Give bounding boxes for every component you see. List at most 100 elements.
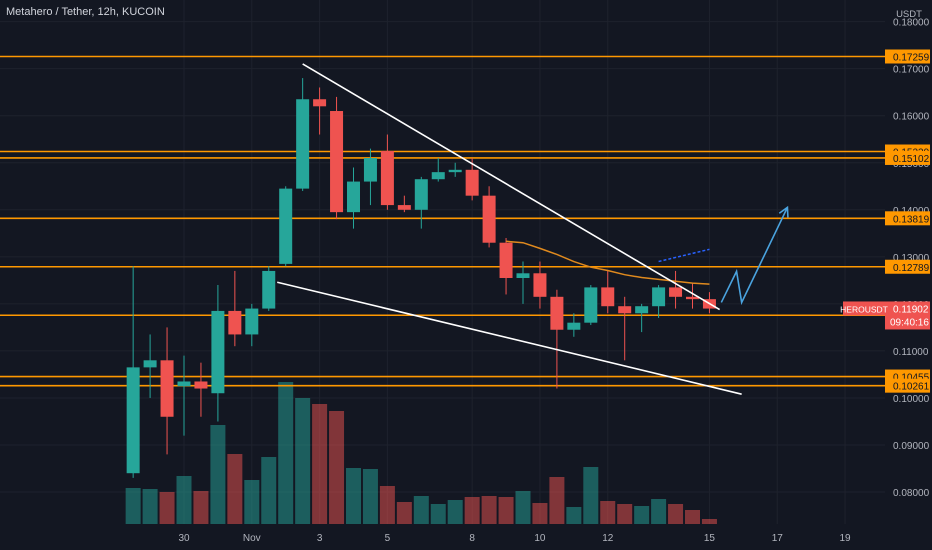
candle-body xyxy=(262,270,276,309)
level-badge-text: 0.17259 xyxy=(893,52,930,63)
candle-body xyxy=(228,310,242,335)
candle-body xyxy=(533,273,547,297)
candle[interactable] xyxy=(601,270,615,314)
volume-bar xyxy=(159,492,175,524)
candle[interactable] xyxy=(448,162,462,177)
level-badge-text: 0.13819 xyxy=(893,214,930,225)
symbol-badge: HEROUSDT xyxy=(840,301,888,316)
candle[interactable] xyxy=(143,334,157,398)
y-tick-label: 0.16000 xyxy=(893,112,930,123)
candle-body xyxy=(245,308,259,335)
candle-body xyxy=(211,310,225,394)
candle-body xyxy=(414,179,428,210)
candle[interactable] xyxy=(465,158,479,201)
candle[interactable] xyxy=(194,362,208,417)
volume-bar xyxy=(430,504,446,524)
candle[interactable] xyxy=(347,167,360,229)
volume-bar xyxy=(668,504,684,524)
candle[interactable] xyxy=(262,266,276,311)
candle[interactable] xyxy=(533,261,547,309)
candle-body xyxy=(618,306,632,314)
candle-body xyxy=(584,287,598,323)
candles-layer[interactable] xyxy=(126,78,716,478)
candle[interactable] xyxy=(126,266,140,478)
candle[interactable] xyxy=(652,285,666,318)
candle[interactable] xyxy=(313,87,327,135)
volume-bar xyxy=(600,501,616,524)
level-badge-text: 0.10261 xyxy=(893,382,930,393)
candle[interactable] xyxy=(584,285,598,326)
candle[interactable] xyxy=(160,327,174,455)
volume-bar xyxy=(176,476,192,524)
candle-body xyxy=(160,360,174,417)
volume-bar xyxy=(193,491,209,524)
x-tick-label: 19 xyxy=(839,533,851,544)
volume-bar xyxy=(583,467,599,524)
volume-bar xyxy=(346,468,361,524)
candle-body xyxy=(499,242,513,278)
time-axis[interactable]: 30 Nov 3 5 8 10 12 15 17 19 xyxy=(0,524,885,550)
symbol-badge-bg xyxy=(843,301,885,316)
candle[interactable] xyxy=(414,176,428,229)
candle[interactable] xyxy=(618,296,632,361)
candle[interactable] xyxy=(686,282,699,309)
candle[interactable] xyxy=(669,270,683,309)
current-price-bg xyxy=(885,301,930,330)
x-tick-label: 3 xyxy=(317,533,323,544)
candle-body xyxy=(686,296,699,300)
candle[interactable] xyxy=(279,186,293,267)
level-badge: 0.12789 xyxy=(885,259,930,274)
level-lines xyxy=(0,55,885,387)
candle-body xyxy=(194,381,208,389)
y-tick-label: 0.13000 xyxy=(893,253,930,264)
x-tick-label: 15 xyxy=(704,533,716,544)
candle[interactable] xyxy=(499,238,513,295)
upper-trendline xyxy=(302,63,721,311)
volume-bar xyxy=(261,457,277,524)
candle[interactable] xyxy=(228,270,242,347)
candle[interactable] xyxy=(567,313,581,337)
candle[interactable] xyxy=(397,195,411,213)
candle[interactable] xyxy=(550,289,564,389)
volume-bar xyxy=(413,496,429,524)
candle[interactable] xyxy=(482,186,496,248)
y-tick-label: 0.08000 xyxy=(893,488,930,499)
candle[interactable] xyxy=(380,134,394,210)
level-badge-bg xyxy=(885,150,930,165)
volume-layer xyxy=(125,382,717,524)
moving-average-line xyxy=(505,240,710,285)
candle[interactable] xyxy=(211,285,225,422)
candle[interactable] xyxy=(635,303,649,333)
x-tick-label: 10 xyxy=(534,533,546,544)
volume-bar xyxy=(362,469,378,524)
price-axis[interactable]: USDT0.180000.170000.160000.150000.140000… xyxy=(885,0,932,550)
candle[interactable] xyxy=(296,78,310,191)
x-tick-label: 12 xyxy=(602,533,614,544)
candle[interactable] xyxy=(245,303,259,347)
volume-bar xyxy=(498,497,514,524)
y-tick-label: 0.14000 xyxy=(893,206,930,217)
volume-bar xyxy=(651,499,667,524)
candle-body xyxy=(550,296,564,330)
volume-bar xyxy=(549,477,565,524)
candle[interactable] xyxy=(330,96,344,220)
candle[interactable] xyxy=(177,355,191,436)
y-tick-label: 0.09000 xyxy=(893,441,930,452)
volume-bar xyxy=(515,491,531,524)
volume-bar xyxy=(464,497,480,524)
symbol-badge-text: HEROUSDT xyxy=(840,304,888,314)
volume-bar xyxy=(617,504,633,524)
x-tick-label: 8 xyxy=(469,533,475,544)
volume-bar xyxy=(379,486,395,524)
candle-body xyxy=(431,172,445,180)
candle[interactable] xyxy=(363,148,377,206)
volume-bar xyxy=(210,425,226,524)
level-badge-text: 0.10455 xyxy=(893,373,930,384)
candle-body xyxy=(567,322,581,330)
candle[interactable] xyxy=(516,261,530,304)
x-tick-label: Nov xyxy=(243,533,261,544)
candle[interactable] xyxy=(431,158,445,182)
lower-trendline xyxy=(277,281,742,395)
projection-path xyxy=(720,207,789,306)
